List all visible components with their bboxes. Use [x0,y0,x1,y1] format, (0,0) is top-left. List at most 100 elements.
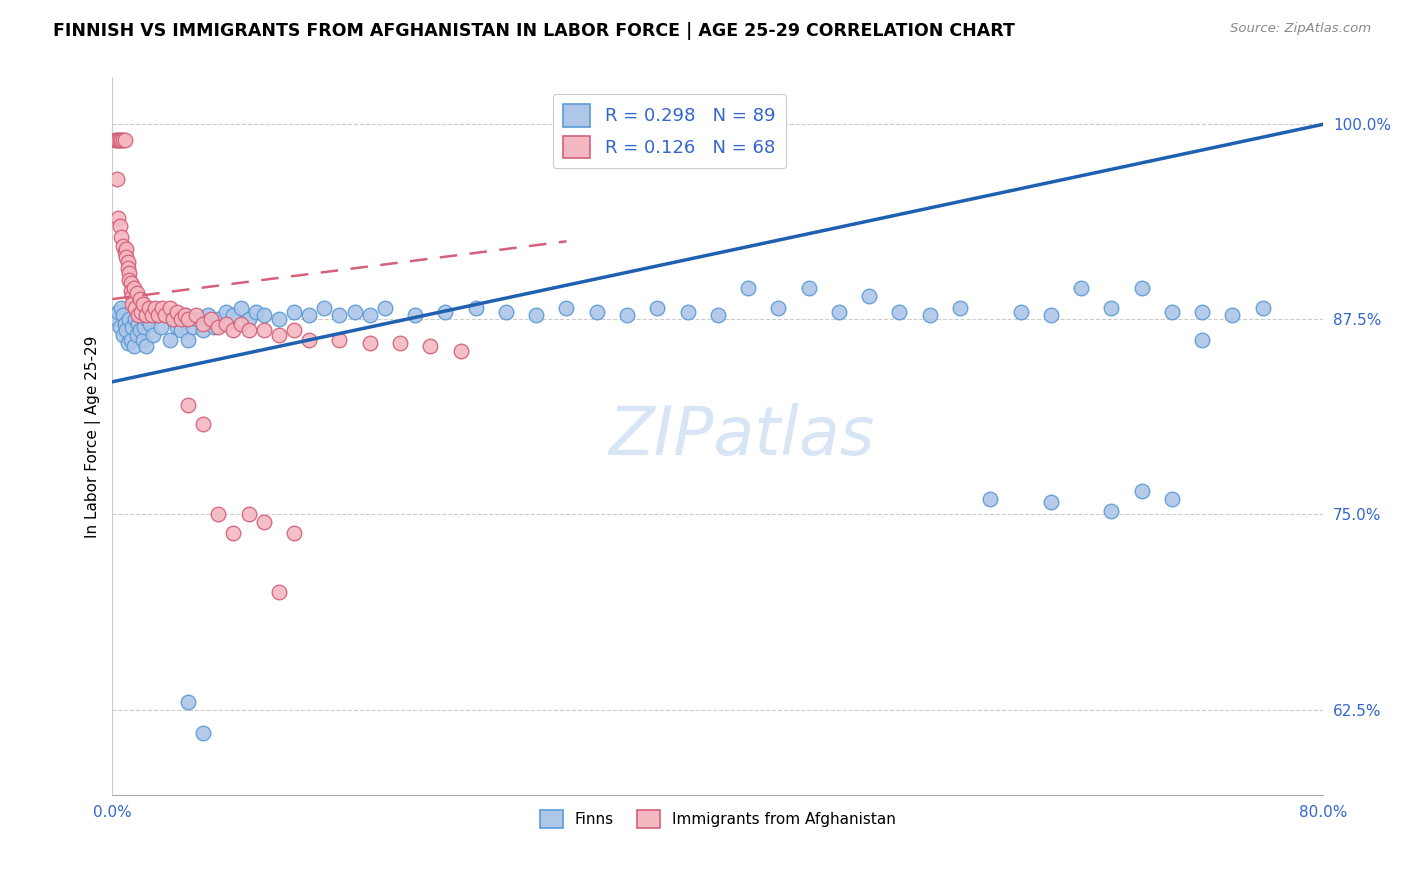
Point [495,304,517,318]
Point [146,308,169,322]
Point [162,312,184,326]
Point [162,312,184,326]
Point [114,317,136,331]
Point [105,133,128,147]
Point [166,320,188,334]
Point [193,417,215,431]
Point [434,304,457,318]
Text: FINNISH VS IMMIGRANTS FROM AFGHANISTAN IN LABOR FORCE | AGE 25-29 CORRELATION CH: FINNISH VS IMMIGRANTS FROM AFGHANISTAN I… [53,22,1015,40]
Point [139,317,162,331]
Point [1222,308,1244,322]
Point [146,304,169,318]
Point [111,328,134,343]
Point [177,695,200,709]
Point [136,312,159,326]
Point [1099,301,1122,316]
Point [229,301,252,316]
Point [464,301,486,316]
Point [104,133,127,147]
Point [117,335,139,350]
Point [107,211,129,225]
Point [979,491,1001,506]
Point [707,308,730,322]
Point [374,301,396,316]
Point [177,312,200,326]
Point [737,281,759,295]
Point [889,304,911,318]
Point [111,133,134,147]
Point [149,320,172,334]
Point [207,320,229,334]
Point [1039,495,1062,509]
Point [121,289,143,303]
Point [200,312,222,326]
Point [359,335,381,350]
Point [222,526,245,541]
Point [124,312,146,326]
Point [128,323,150,337]
Point [135,308,157,322]
Point [118,273,141,287]
Point [107,304,129,318]
Point [135,339,157,353]
Point [918,308,941,322]
Point [858,289,880,303]
Point [267,585,290,599]
Point [585,304,607,318]
Point [120,333,142,347]
Point [129,308,152,322]
Point [314,301,336,316]
Point [122,281,145,295]
Point [117,260,139,275]
Point [110,133,132,147]
Point [105,172,128,186]
Point [359,308,381,322]
Point [193,323,215,337]
Point [1010,304,1032,318]
Point [1070,281,1092,295]
Point [121,320,143,334]
Point [616,308,638,322]
Point [328,308,350,322]
Point [138,301,160,316]
Point [1161,491,1184,506]
Point [159,301,181,316]
Point [115,242,138,256]
Point [1130,281,1153,295]
Point [949,301,972,316]
Point [134,320,156,334]
Point [202,320,225,334]
Point [222,323,245,337]
Point [267,328,290,343]
Point [419,339,441,353]
Point [114,133,136,147]
Point [127,308,149,322]
Point [253,323,276,337]
Point [253,515,276,529]
Point [283,323,305,337]
Point [110,229,132,244]
Point [193,317,215,331]
Point [169,312,191,326]
Point [131,333,153,347]
Point [298,333,321,347]
Point [1039,308,1062,322]
Point [115,250,138,264]
Point [174,308,197,322]
Point [120,277,142,291]
Point [127,317,149,331]
Point [245,304,267,318]
Point [222,308,245,322]
Point [114,245,136,260]
Point [110,301,132,316]
Point [120,285,142,299]
Point [207,508,229,522]
Point [404,308,426,322]
Point [1130,483,1153,498]
Point [388,335,411,350]
Point [111,308,134,322]
Point [1251,301,1274,316]
Point [105,312,128,326]
Point [253,308,276,322]
Point [828,304,851,318]
